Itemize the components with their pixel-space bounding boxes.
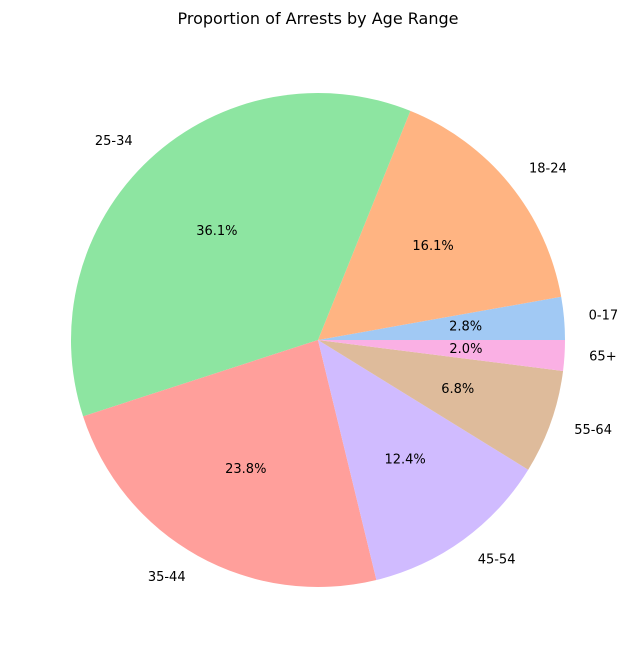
slice-label-0-17: 0-17 xyxy=(589,309,619,324)
pie-slice-45-54 xyxy=(318,340,529,580)
slice-label-45-54: 45-54 xyxy=(478,552,516,567)
slice-label-18-24: 18-24 xyxy=(529,161,567,176)
slice-label-35-44: 35-44 xyxy=(148,570,186,585)
slice-percent-0-17: 2.8% xyxy=(449,319,482,334)
slice-percent-35-44: 23.8% xyxy=(225,462,266,477)
slice-label-25-34: 25-34 xyxy=(95,134,133,149)
slice-label-55-64: 55-64 xyxy=(574,423,612,438)
slice-percent-25-34: 36.1% xyxy=(196,224,237,239)
pie-slice-25-34 xyxy=(70,92,411,417)
slice-percent-18-24: 16.1% xyxy=(412,239,453,254)
pie-slices xyxy=(70,92,565,588)
pie-slice-18-24 xyxy=(318,110,562,340)
pie-slice-65plus xyxy=(318,340,565,371)
slice-percent-55-64: 6.8% xyxy=(441,382,474,397)
slice-percent-45-54: 12.4% xyxy=(384,452,425,467)
chart-title: Proportion of Arrests by Age Range xyxy=(178,9,459,28)
pie-labels: 0-17 2.8% 18-24 16.1% 25-34 36.1% 35-44 23.8% 45… xyxy=(95,134,618,585)
pie-slice-0-17 xyxy=(318,296,565,340)
slice-percent-65plus: 2.0% xyxy=(449,342,482,357)
pie-slice-35-44 xyxy=(83,340,377,588)
pie-slice-55-64 xyxy=(318,340,564,470)
slice-label-65plus: 65+ xyxy=(589,350,616,365)
